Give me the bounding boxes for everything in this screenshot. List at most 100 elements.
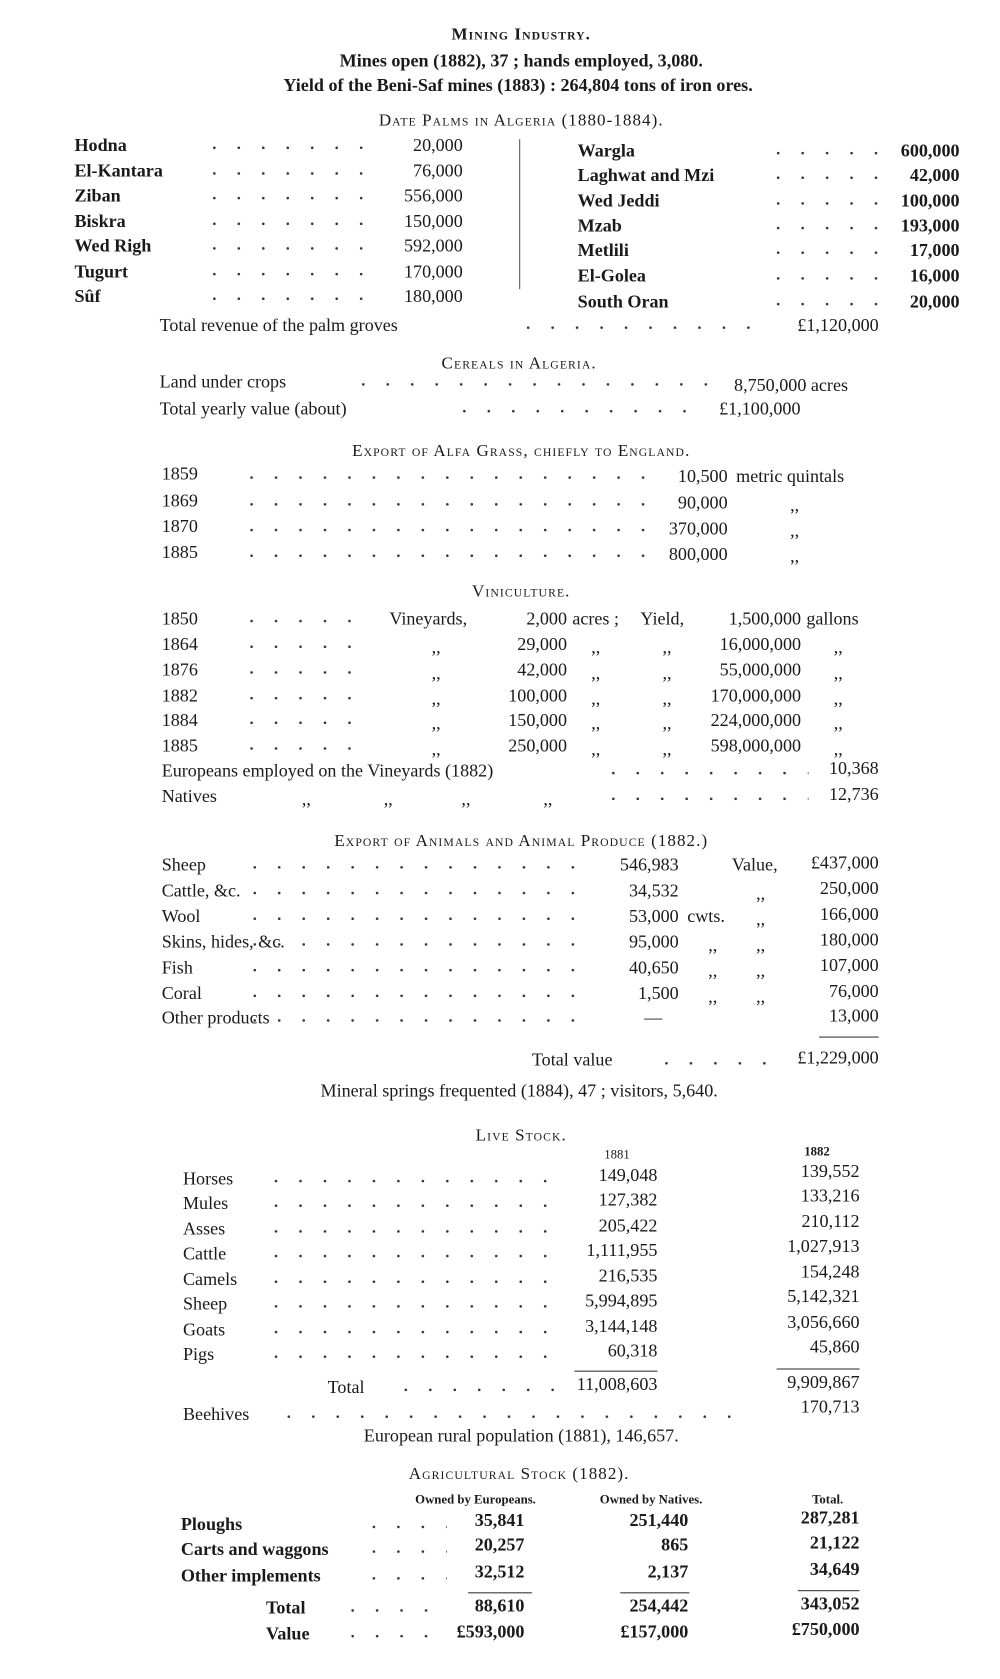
ditto: ,,	[591, 738, 601, 760]
year: 1864	[161, 633, 198, 655]
value: 5,142,321	[787, 1286, 860, 1307]
dot-leader	[765, 250, 883, 255]
note: European rural population (1881), 146,65…	[363, 1425, 679, 1446]
year: 1850	[161, 608, 198, 629]
label: Pigs	[182, 1343, 215, 1365]
ditto: ,,	[833, 738, 843, 760]
value: £750,000	[791, 1619, 860, 1640]
value: 16,000,000	[719, 633, 802, 655]
dot-leader	[361, 1576, 447, 1581]
label: Vineyards,	[389, 608, 468, 629]
dot-leader	[765, 150, 883, 156]
label: Natives	[161, 785, 217, 807]
value: 166,000	[819, 903, 879, 925]
value: 193,000	[900, 215, 960, 236]
ditto: ,,	[431, 637, 441, 658]
place-name: El-Kantara	[74, 160, 163, 181]
value: 370,000	[668, 518, 728, 539]
value: 170,000,000	[710, 685, 802, 706]
rule-line	[797, 1590, 860, 1592]
year: 1882	[161, 685, 198, 706]
unit: gallons	[806, 608, 859, 629]
label: Other implements	[180, 1565, 321, 1586]
value: £157,000	[620, 1621, 689, 1642]
unit: cwts.	[687, 905, 725, 927]
label: Ploughs	[180, 1514, 243, 1535]
value: £593,000	[456, 1621, 525, 1642]
line: Yield of the Beni-Saf mines (1883) : 264…	[283, 74, 753, 96]
rule-line	[776, 1368, 860, 1370]
place-name: Tugurt	[74, 261, 129, 282]
place-name: Ziban	[74, 185, 121, 206]
dot-leader	[765, 225, 883, 231]
place-name: Mzab	[577, 215, 622, 236]
value: 250,000	[508, 735, 568, 756]
section-title: Export of Animals and Animal Produce (18…	[334, 832, 709, 851]
ditto: ,,	[591, 662, 601, 684]
value: 12,736	[828, 783, 879, 805]
place-name: Wed Righ	[74, 235, 152, 256]
dot-leader	[202, 271, 383, 277]
value: 180,000	[819, 929, 879, 950]
value: £1,229,000	[797, 1047, 879, 1068]
dot-leader	[263, 1178, 564, 1184]
value: 1,500,000	[728, 608, 802, 629]
value: 76,000	[828, 980, 879, 1002]
value: 180,000	[403, 285, 463, 307]
value: 1,111,955	[586, 1239, 658, 1261]
value: 865	[661, 1534, 689, 1555]
label: Horses	[182, 1168, 234, 1189]
value: 154,248	[800, 1261, 860, 1282]
label: Beehives	[182, 1403, 250, 1425]
dot-leader	[361, 1549, 447, 1554]
ditto: ,,	[756, 934, 766, 956]
value: 254,442	[629, 1595, 689, 1616]
ditto: ,,	[708, 986, 718, 1007]
label: Carts and waggons	[180, 1538, 329, 1560]
value: —	[644, 1007, 663, 1028]
ditto: ,,	[591, 637, 601, 658]
ditto: ,,	[301, 789, 311, 810]
value: 53,000	[628, 905, 679, 927]
value: 34,532	[628, 880, 679, 901]
value: 592,000	[403, 235, 463, 256]
value: 139,552	[800, 1160, 860, 1182]
label: Value,	[731, 854, 778, 875]
value: 10,368	[828, 758, 879, 779]
ditto: ,,	[833, 688, 843, 709]
value: 100,000	[900, 190, 960, 211]
year: 1876	[161, 659, 198, 680]
value: 2,000	[526, 608, 568, 629]
label: Total yearly value (about)	[159, 398, 347, 419]
dot-leader	[242, 865, 596, 870]
dot-leader	[263, 1253, 564, 1259]
ditto: ,,	[756, 883, 766, 904]
value: 9,909,867	[787, 1371, 860, 1393]
place-name: Laghwat and Mzi	[577, 164, 715, 186]
column-header: 1881	[604, 1146, 630, 1162]
dot-leader	[242, 968, 596, 973]
dot-leader	[202, 145, 383, 150]
value: 149,048	[598, 1165, 658, 1186]
value: 170,000	[403, 261, 463, 282]
label: Total revenue of the palm groves	[159, 314, 398, 336]
ditto: ,,	[431, 688, 441, 709]
value: 90,000	[677, 492, 728, 513]
dot-leader	[276, 1414, 745, 1419]
place-name: Hodna	[74, 134, 127, 156]
value: 1,027,913	[787, 1235, 860, 1257]
dot-leader	[765, 301, 883, 307]
ditto: ,,	[431, 738, 441, 760]
value: 216,535	[598, 1265, 658, 1287]
value: 20,000	[413, 134, 463, 156]
label: Coral	[161, 982, 202, 1004]
value: 287,281	[800, 1507, 860, 1529]
dot-leader	[452, 409, 703, 414]
label: Wool	[161, 905, 201, 927]
value: 13,000	[828, 1005, 879, 1026]
label: Cattle, &c.	[161, 880, 241, 901]
value: 250,000	[819, 878, 879, 899]
value: 3,056,660	[787, 1311, 860, 1333]
value: 251,440	[629, 1509, 689, 1531]
ditto: ,,	[543, 789, 553, 810]
